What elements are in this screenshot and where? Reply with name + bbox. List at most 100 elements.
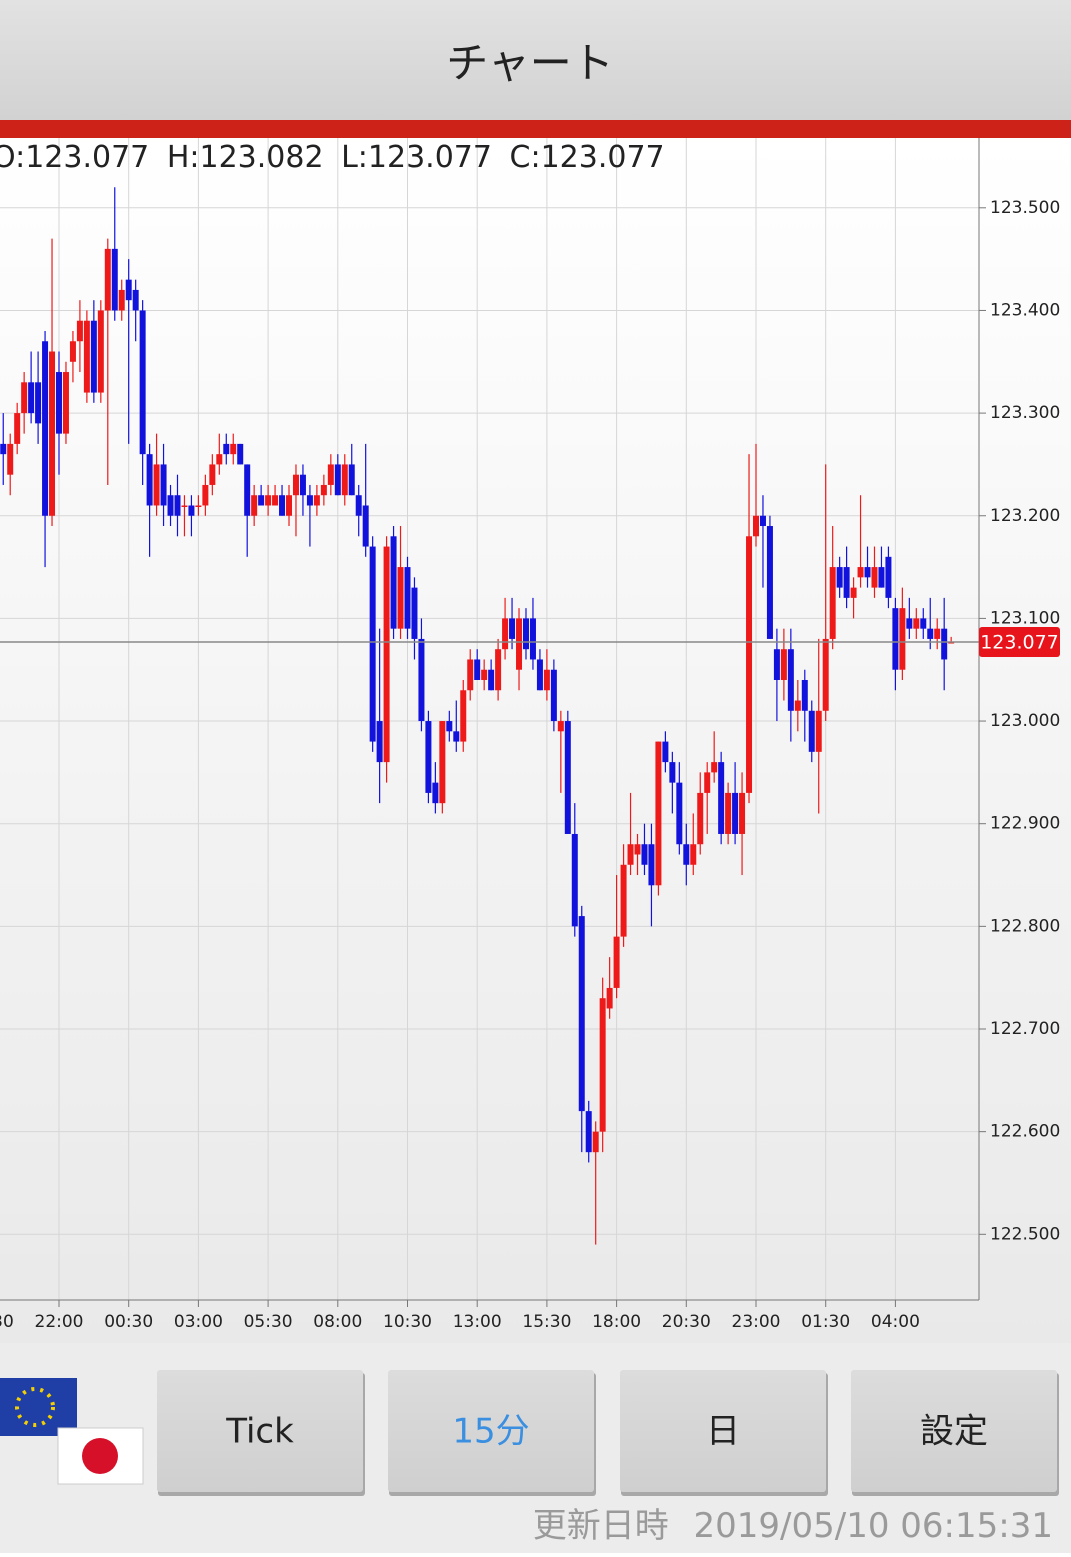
candle-body xyxy=(237,443,244,465)
candle-body xyxy=(578,916,585,1112)
candle-body xyxy=(857,567,864,578)
button-label: 設定 xyxy=(920,1412,988,1452)
ohlc-readout: O:123.077 H:123.082 L:123.077 C:123.077 xyxy=(0,140,665,175)
candle-body xyxy=(209,464,216,485)
candle-body xyxy=(753,515,759,537)
button[interactable]: 日 xyxy=(620,1370,828,1496)
x-tick-label: 05:30 xyxy=(244,1312,293,1332)
accent-bar xyxy=(0,120,1071,138)
candle-body xyxy=(913,618,920,629)
candle-body xyxy=(292,474,299,496)
x-tick-label: 18:00 xyxy=(592,1312,641,1332)
candle-body xyxy=(522,618,529,650)
header-bar xyxy=(0,0,1071,120)
candle-body xyxy=(627,844,634,865)
candle-body xyxy=(704,772,711,793)
eu-flag xyxy=(0,1378,77,1436)
last-price-tag xyxy=(979,627,1060,658)
button-label: 15分 xyxy=(452,1412,529,1452)
candle-body xyxy=(153,464,160,506)
currency-flags[interactable] xyxy=(0,1378,144,1485)
candle-body xyxy=(655,741,662,886)
x-tick-label: 13:00 xyxy=(453,1312,502,1332)
readout-close: C:123.077 xyxy=(510,140,665,175)
candle-body xyxy=(111,248,118,311)
x-tick-label: 08:00 xyxy=(313,1312,362,1332)
candle-body xyxy=(941,628,948,660)
x-tick-label: 20:30 xyxy=(662,1312,711,1332)
x-tick-label: 03:00 xyxy=(174,1312,223,1332)
candle-body xyxy=(585,1111,592,1153)
candle-body xyxy=(425,721,432,793)
y-tick-label: 122.800 xyxy=(990,916,1060,936)
candle-body xyxy=(383,546,390,763)
candle-body xyxy=(502,618,509,650)
candle-body xyxy=(28,382,35,414)
readout-low: L:123.077 xyxy=(341,140,492,175)
candle-body xyxy=(244,464,251,516)
candle-body xyxy=(564,721,571,834)
buttons: Tick 15分 日 設定 xyxy=(157,1370,1059,1496)
x-tick-label: 19:30 xyxy=(0,1312,14,1332)
candle-body xyxy=(139,310,146,455)
candle-body xyxy=(397,567,404,629)
candle-body xyxy=(794,700,801,711)
candle-body xyxy=(362,505,369,547)
candle-body xyxy=(313,495,320,506)
candle-body xyxy=(97,310,104,393)
candle-body xyxy=(732,792,739,834)
candle-body xyxy=(648,844,655,886)
x-tick-label: 22:00 xyxy=(35,1312,84,1332)
candle-body xyxy=(836,567,843,588)
header-title: チャート xyxy=(446,39,614,88)
candle-body xyxy=(432,782,439,804)
candle-body xyxy=(557,721,564,732)
candle-body xyxy=(160,464,167,506)
button[interactable]: Tick xyxy=(157,1370,365,1496)
candle-body xyxy=(474,659,481,680)
candle-body xyxy=(613,936,620,988)
candle-body xyxy=(634,844,641,855)
candles xyxy=(0,187,979,1245)
candle-body xyxy=(355,495,362,516)
y-tick-label: 122.500 xyxy=(990,1224,1060,1244)
x-tick-label: 00:30 xyxy=(104,1312,153,1332)
candle-body xyxy=(690,844,697,865)
candle-body xyxy=(453,731,460,742)
candle-body xyxy=(125,279,132,301)
grid xyxy=(0,138,979,1300)
candle-body xyxy=(348,464,355,496)
candle-body xyxy=(460,690,467,742)
candle-body xyxy=(620,864,627,937)
jp-sun xyxy=(82,1438,118,1474)
candle-body xyxy=(808,710,815,752)
y-tick-label: 122.600 xyxy=(990,1122,1060,1142)
candle-body xyxy=(230,443,237,455)
button[interactable]: 設定 xyxy=(851,1370,1059,1496)
candle-body xyxy=(746,536,753,793)
candle-body xyxy=(0,443,7,455)
candle-body xyxy=(404,567,411,629)
candle-body xyxy=(871,567,878,588)
candle-body xyxy=(369,546,376,742)
candle-body xyxy=(223,443,230,455)
candle-body xyxy=(118,289,125,311)
y-tick-label: 122.700 xyxy=(990,1019,1060,1039)
button[interactable]: 15分 xyxy=(388,1370,596,1496)
candle-body xyxy=(167,495,174,516)
x-tick-label: 23:00 xyxy=(732,1312,781,1332)
updated-timestamp: 2019/05/10 06:15:31 xyxy=(694,1506,1053,1546)
readout-open: O:123.077 xyxy=(0,140,149,175)
candle-body xyxy=(251,495,258,516)
eu-stars xyxy=(15,1387,55,1427)
y-tick-label: 123.200 xyxy=(990,506,1060,526)
candle-body xyxy=(725,792,732,834)
candle-body xyxy=(927,628,934,639)
candle-body xyxy=(258,495,265,506)
candle-body xyxy=(815,710,822,752)
updated-label: 更新日時 xyxy=(533,1506,669,1546)
y-tick-label: 123.100 xyxy=(990,608,1060,628)
candle-body xyxy=(934,628,941,639)
candle-body xyxy=(739,792,746,834)
